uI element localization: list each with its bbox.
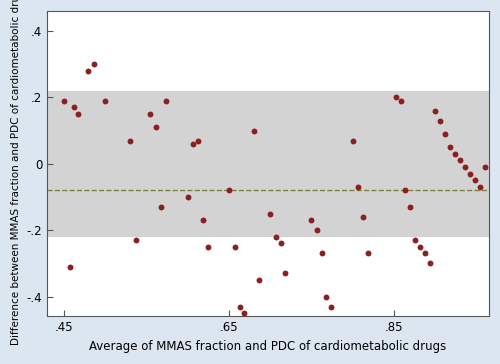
Point [190, 141, 198, 147]
Point [126, 138, 134, 143]
Point [277, 241, 285, 246]
Point [101, 98, 109, 104]
Point [481, 164, 489, 170]
Point [446, 144, 454, 150]
Point [256, 277, 264, 283]
Point [318, 250, 326, 256]
Point [162, 98, 170, 104]
Point [327, 304, 335, 309]
Point [74, 111, 82, 117]
Point [184, 194, 192, 200]
Point [416, 244, 424, 250]
Bar [47, 91, 489, 237]
Point [451, 151, 459, 157]
Point [230, 244, 238, 250]
Point [281, 270, 289, 276]
Point [236, 304, 244, 309]
Point [396, 98, 404, 104]
Point [456, 158, 464, 163]
Point [422, 250, 430, 256]
Point [436, 118, 444, 123]
Point [441, 131, 449, 137]
Point [466, 171, 474, 177]
Point [364, 250, 372, 256]
Point [66, 264, 74, 270]
Point [199, 217, 207, 223]
Point [194, 138, 202, 143]
Point [90, 61, 98, 67]
Point [348, 138, 356, 143]
Point [225, 187, 233, 193]
Point [157, 204, 165, 210]
Y-axis label: Difference between MMAS fraction and PDC of cardiometabolic drugs: Difference between MMAS fraction and PDC… [11, 0, 21, 345]
Point [132, 237, 140, 243]
Point [204, 244, 212, 250]
Point [272, 234, 280, 240]
X-axis label: Average of MMAS fraction and PDC of cardiometabolic drugs: Average of MMAS fraction and PDC of card… [90, 340, 446, 353]
Point [360, 214, 368, 220]
Point [392, 95, 400, 100]
Point [240, 310, 248, 316]
Point [308, 217, 316, 223]
Point [471, 178, 479, 183]
Point [406, 204, 414, 210]
Point [426, 261, 434, 266]
Point [146, 111, 154, 117]
Point [461, 164, 469, 170]
Point [431, 108, 439, 114]
Point [322, 294, 330, 300]
Point [313, 227, 321, 233]
Point [412, 237, 420, 243]
Point [152, 124, 160, 130]
Point [250, 128, 258, 134]
Point [84, 68, 92, 74]
Point [476, 184, 484, 190]
Point [402, 187, 409, 193]
Point [70, 104, 78, 110]
Point [354, 184, 362, 190]
Point [60, 98, 68, 104]
Point [266, 211, 274, 217]
